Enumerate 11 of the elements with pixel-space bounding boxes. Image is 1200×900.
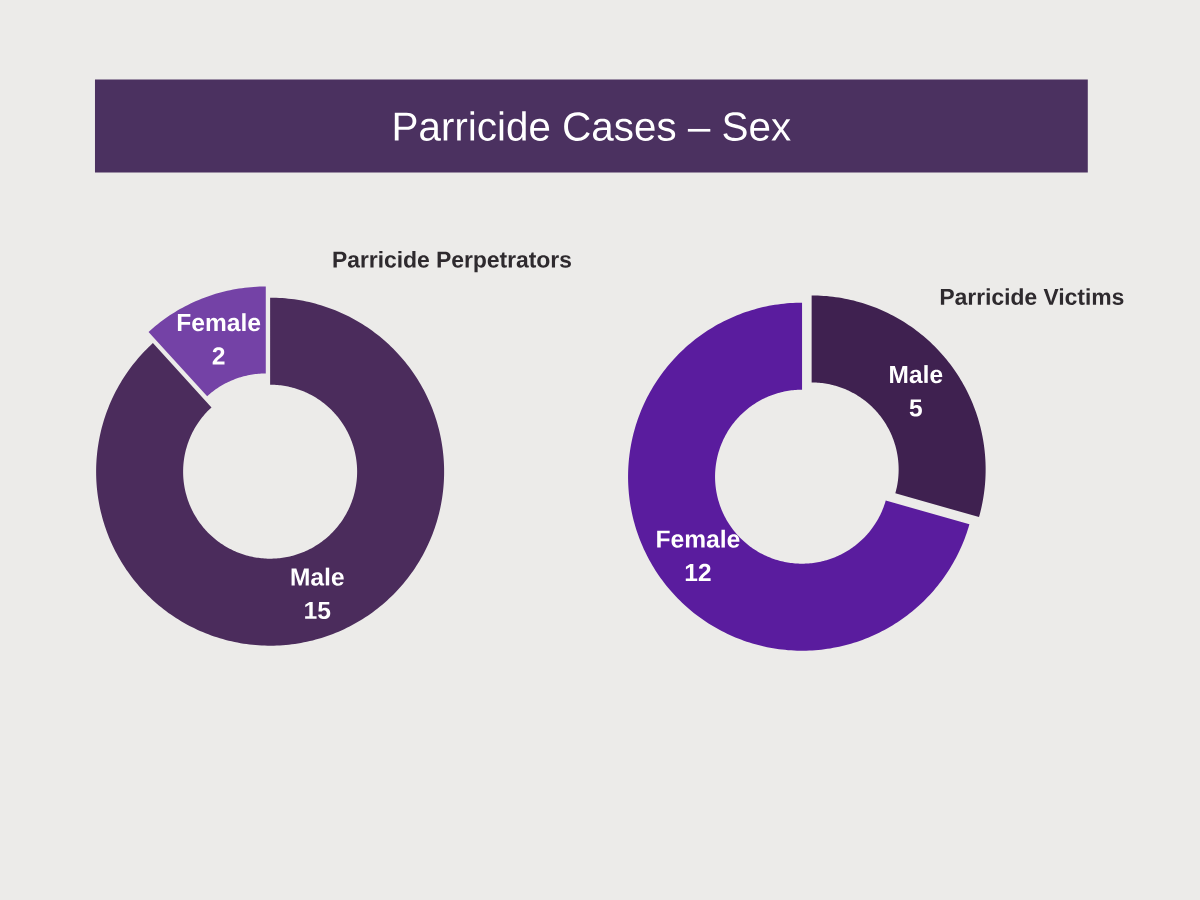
data-label: 12 xyxy=(685,563,711,581)
text: Parricide Victims xyxy=(940,288,1124,305)
slice-label: Male xyxy=(890,365,943,384)
text: Parricide Cases – Sex xyxy=(394,111,791,141)
slice-label: Male xyxy=(291,567,344,586)
data-label: 15 xyxy=(305,601,331,620)
data-label: 5 xyxy=(909,399,922,417)
data-label: 2 xyxy=(212,347,225,365)
chart-title: Parricide Perpetrators xyxy=(333,250,571,273)
slice-label: Female xyxy=(657,529,740,548)
slice-label: Female xyxy=(177,313,261,332)
